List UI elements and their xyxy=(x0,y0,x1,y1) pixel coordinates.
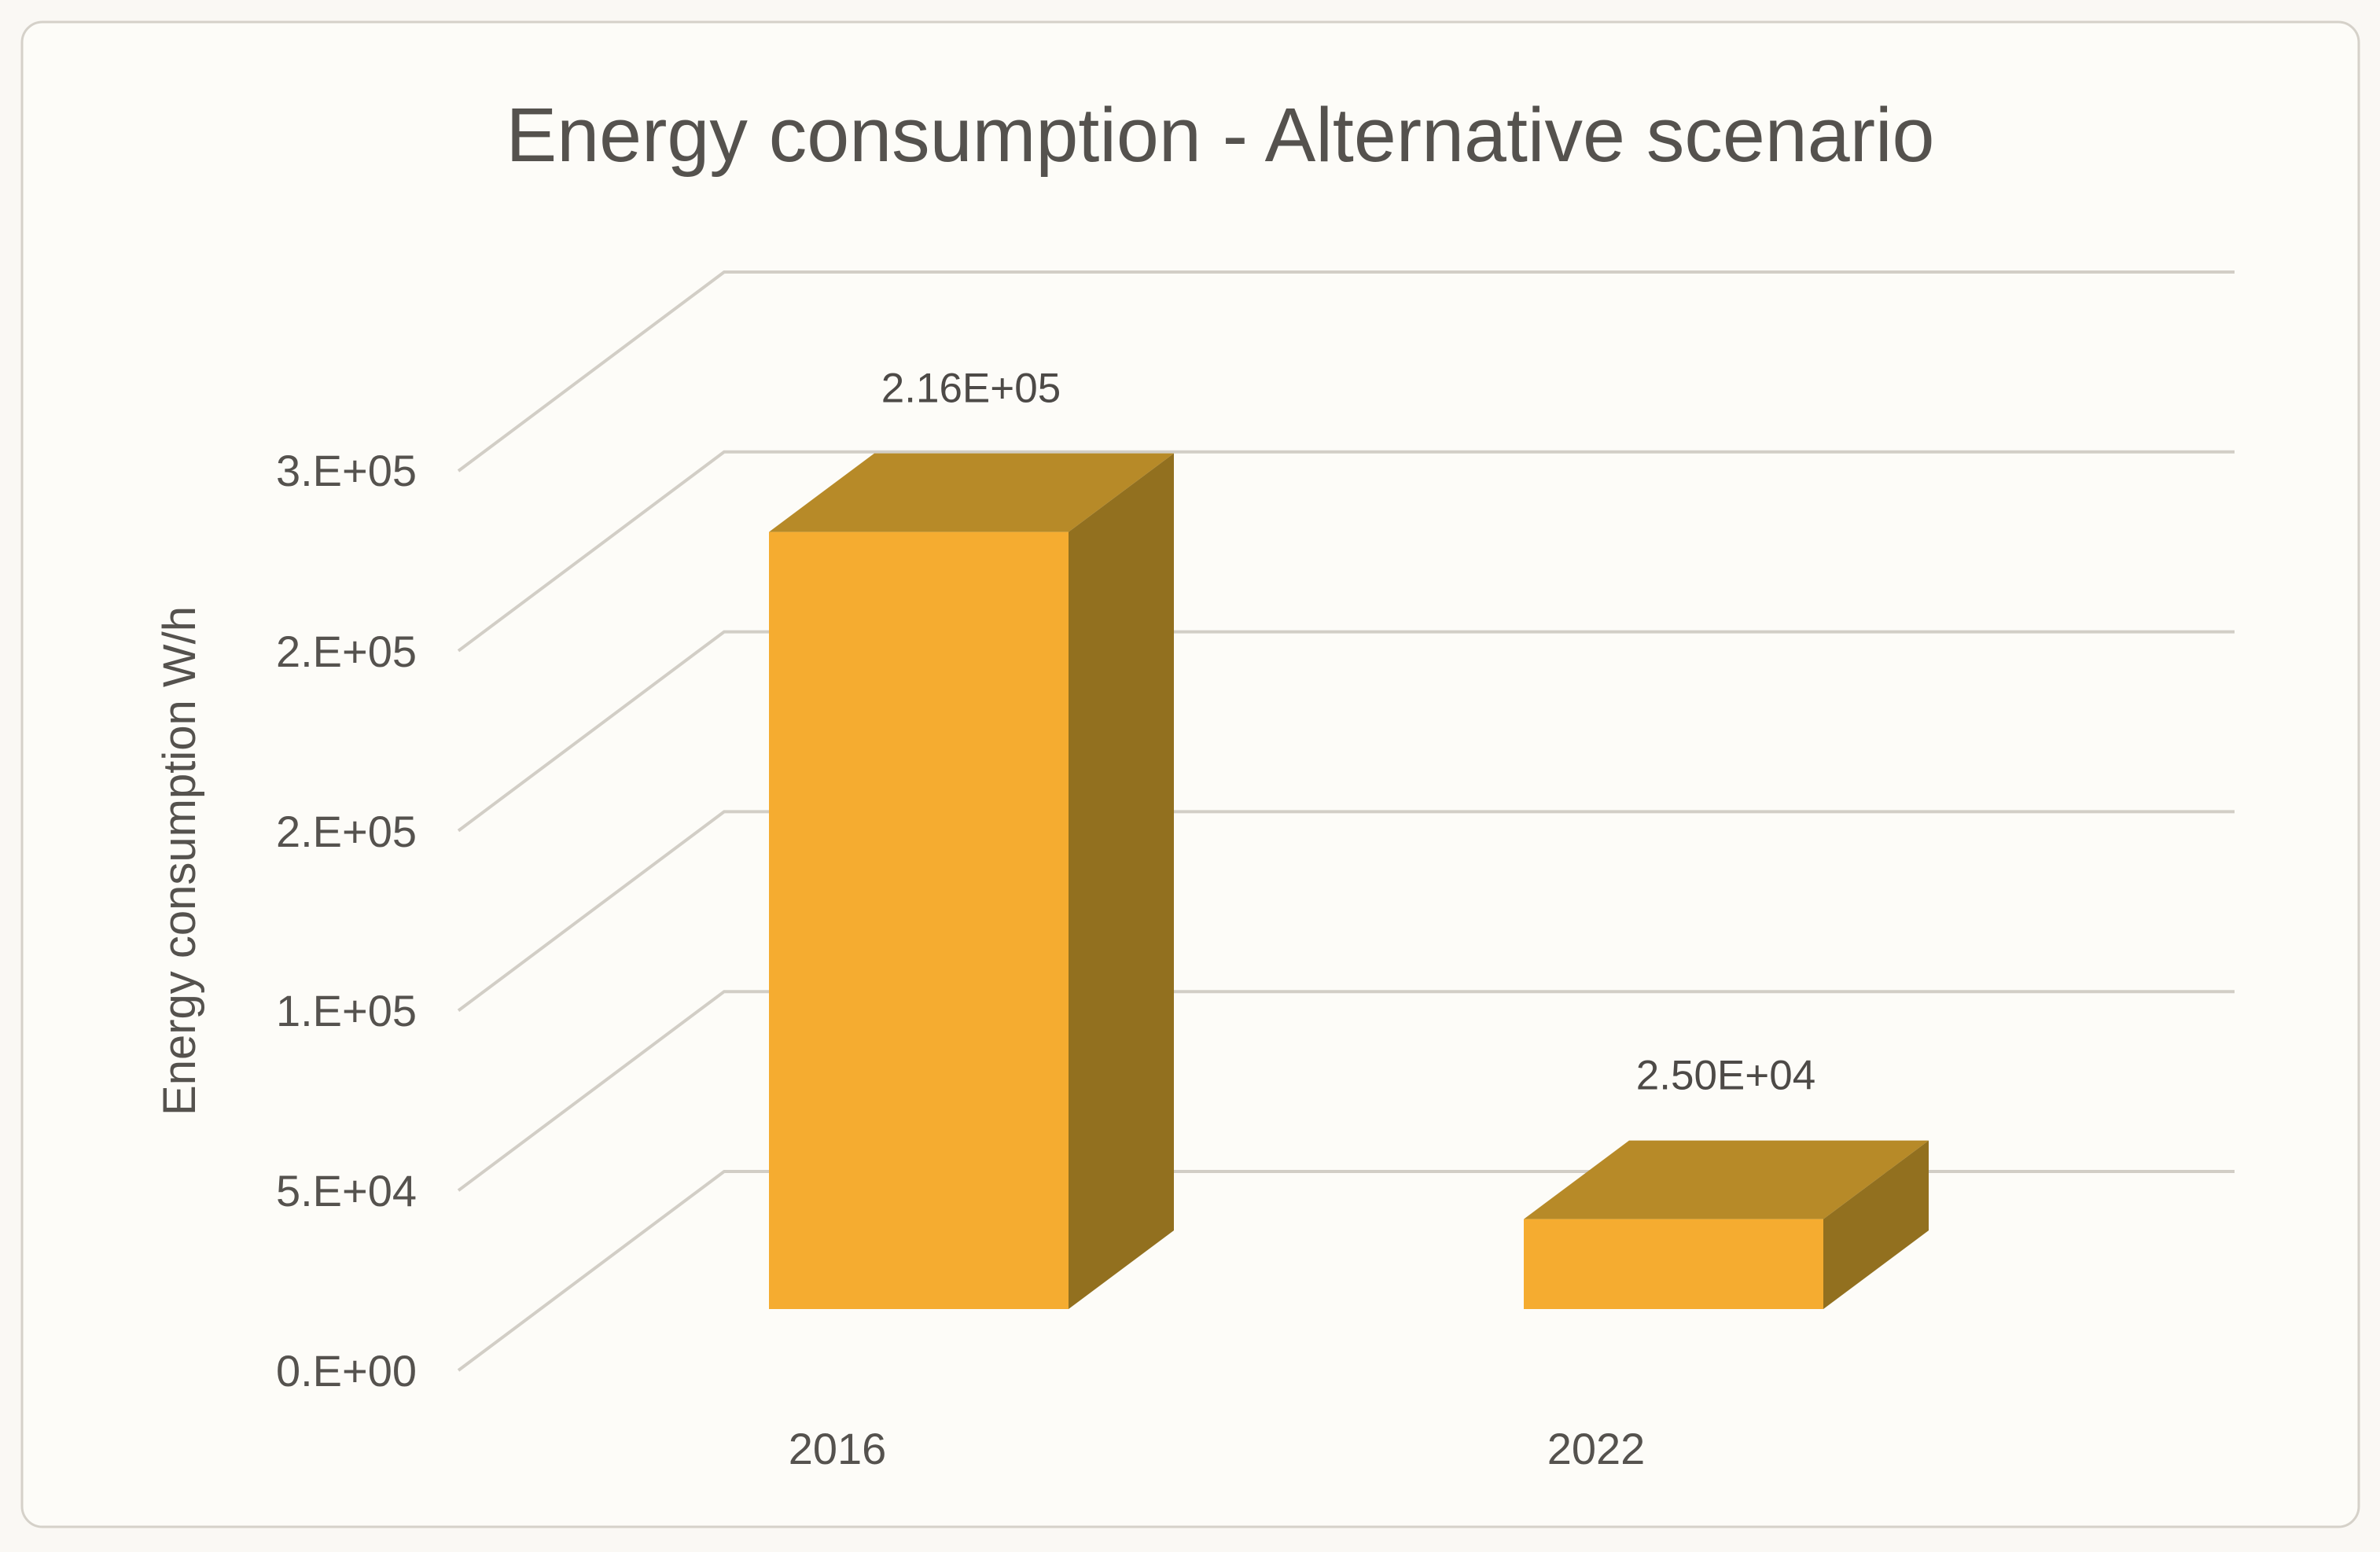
bar-top-face-2016 xyxy=(769,453,1174,532)
y-tick-label-150k: 2.E+05 xyxy=(276,807,417,856)
y-tick-label-200k: 2.E+05 xyxy=(276,627,417,676)
gridline xyxy=(457,630,2235,833)
y-tick-label-0: 0.E+00 xyxy=(276,1346,417,1396)
bar-series xyxy=(769,453,1929,1309)
bar-side-face-2016 xyxy=(1069,453,1174,1309)
bar-top-face-2022 xyxy=(1524,1140,1929,1219)
data-label-2016: 2.16E+05 xyxy=(881,366,1061,412)
data-label-2022: 2.50E+04 xyxy=(1636,1053,1815,1099)
chart-area-border xyxy=(20,20,2360,1528)
y-tick-label-50k: 5.E+04 xyxy=(276,1166,417,1215)
y-axis-title: Energy consumption W/h xyxy=(154,606,205,1116)
bar-front-face-2022 xyxy=(1524,1219,1823,1309)
gridline xyxy=(457,450,2235,653)
y-tick-label-100k: 1.E+05 xyxy=(276,986,417,1035)
x-category-label-2016: 2016 xyxy=(789,1424,887,1473)
bar-side-face-2022 xyxy=(1823,1140,1929,1309)
y-tick-label-250k: 3.E+05 xyxy=(276,446,417,495)
data-labels: 2.16E+05 2.50E+04 xyxy=(881,366,1815,1099)
gridline xyxy=(457,810,2235,1013)
gridline xyxy=(457,270,2235,473)
gridline xyxy=(457,990,2235,1192)
bar-front-face-2016 xyxy=(769,531,1069,1309)
x-category-label-2022: 2022 xyxy=(1547,1424,1646,1473)
chart-title: Energy consumption - Alternative scenari… xyxy=(506,92,1935,178)
